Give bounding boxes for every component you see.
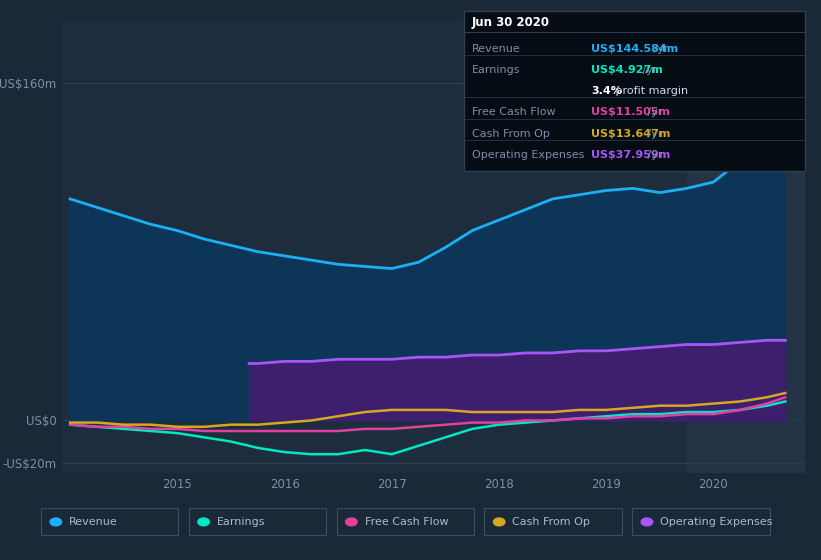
- Text: Earnings: Earnings: [472, 65, 521, 75]
- Text: Jun 30 2020: Jun 30 2020: [472, 16, 550, 29]
- Text: Operating Expenses: Operating Expenses: [472, 150, 585, 160]
- Text: US$4.927m: US$4.927m: [591, 65, 663, 75]
- Text: Free Cash Flow: Free Cash Flow: [472, 108, 556, 118]
- Text: US$144.584m: US$144.584m: [591, 44, 678, 54]
- Text: /yr: /yr: [644, 129, 663, 139]
- Text: Cash From Op: Cash From Op: [512, 517, 590, 527]
- Text: Cash From Op: Cash From Op: [472, 129, 550, 139]
- Text: /yr: /yr: [644, 150, 663, 160]
- Text: US$13.647m: US$13.647m: [591, 129, 671, 139]
- Text: Earnings: Earnings: [217, 517, 265, 527]
- Text: profit margin: profit margin: [612, 86, 689, 96]
- Bar: [686, 20, 805, 473]
- Text: Revenue: Revenue: [69, 517, 117, 527]
- Text: US$37.959m: US$37.959m: [591, 150, 671, 160]
- Text: Revenue: Revenue: [472, 44, 521, 54]
- Text: US$11.505m: US$11.505m: [591, 108, 670, 118]
- Text: /yr: /yr: [639, 65, 658, 75]
- Text: Free Cash Flow: Free Cash Flow: [365, 517, 448, 527]
- Text: Operating Expenses: Operating Expenses: [660, 517, 773, 527]
- Text: 3.4%: 3.4%: [591, 86, 622, 96]
- Text: /yr: /yr: [644, 108, 663, 118]
- Text: /yr: /yr: [650, 44, 668, 54]
